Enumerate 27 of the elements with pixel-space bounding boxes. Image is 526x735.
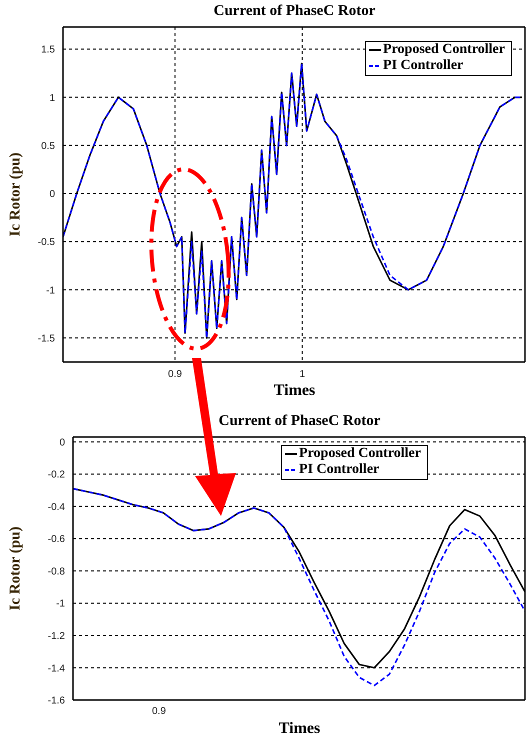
y-tick-label: -1 xyxy=(56,598,66,610)
y-tick-label: -1.6 xyxy=(48,696,66,707)
legend-label: PI Controller xyxy=(383,58,464,74)
y-tick-label: -0.8 xyxy=(48,566,66,578)
legend-label: PI Controller xyxy=(299,462,380,478)
chart-title: Current of PhaseC Rotor xyxy=(218,413,382,430)
y-tick-label: -0.2 xyxy=(48,470,66,481)
y-tick-label: 0.5 xyxy=(41,140,56,152)
chart-title: Current of PhaseC Rotor xyxy=(212,3,376,20)
y-tick-label: -1.2 xyxy=(48,631,66,642)
x-axis-title: Times xyxy=(272,382,316,400)
y-tick-label: -0.6 xyxy=(48,534,66,546)
x-axis-title: Times xyxy=(278,720,322,735)
y-tick-label: 0 xyxy=(49,189,56,200)
y-axis-title: Ic Rotor (pu) xyxy=(8,152,24,236)
y-tick-label: -1 xyxy=(46,285,56,296)
y-tick-label: -1.4 xyxy=(48,663,66,674)
y-tick-label: -0.5 xyxy=(38,237,56,248)
text: 0.9 xyxy=(152,706,166,717)
y-tick-label: -1.5 xyxy=(38,333,56,344)
legend-label: Proposed Controller xyxy=(299,446,421,462)
legend-label: Proposed Controller xyxy=(383,42,505,58)
y-tick-label: 1.5 xyxy=(41,44,56,56)
y-tick-label: 0 xyxy=(59,437,66,448)
y-tick-label: -0.4 xyxy=(48,502,66,513)
y-axis-title: Ic Rotor (pu) xyxy=(8,526,24,610)
y-tick-label: 1 xyxy=(49,92,56,104)
